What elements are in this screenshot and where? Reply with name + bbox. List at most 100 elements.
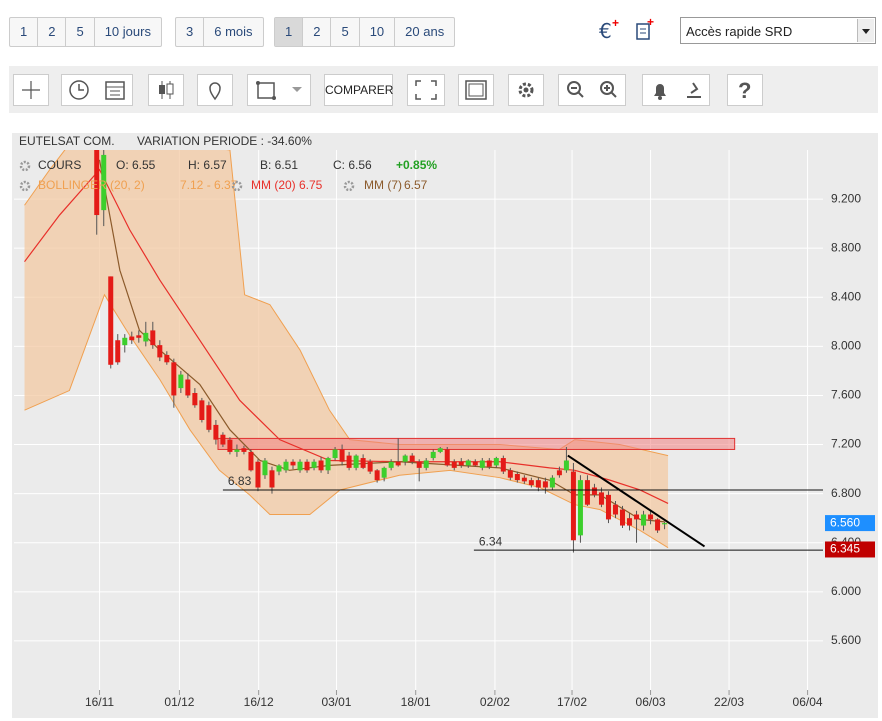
candle-body xyxy=(486,460,492,467)
candle-body xyxy=(206,405,212,430)
period-button[interactable]: 10 jours xyxy=(104,24,151,39)
candle-body xyxy=(143,332,149,342)
candle-body xyxy=(150,330,156,346)
quick-access-select[interactable]: Accès rapide SRD xyxy=(680,17,876,44)
candle-body xyxy=(479,460,485,468)
period-button[interactable]: 5 xyxy=(66,18,95,46)
candle-body xyxy=(115,340,121,363)
crosshair-tool[interactable] xyxy=(13,74,49,106)
candle-body xyxy=(437,448,443,452)
zoom-tools[interactable] xyxy=(558,74,626,106)
candle-type-tool[interactable] xyxy=(148,74,184,106)
marker-tool[interactable] xyxy=(197,74,233,106)
candle-body xyxy=(185,379,191,396)
legend-value: O: 6.55 xyxy=(116,158,156,172)
candle-body xyxy=(662,523,668,525)
legend-value: C: 6.56 xyxy=(333,158,372,172)
y-tick-label: 7.600 xyxy=(831,388,861,402)
euro-icon[interactable]: € + xyxy=(599,18,619,43)
candle-body xyxy=(290,461,296,466)
trendline xyxy=(567,454,706,548)
top-icons: € + + xyxy=(599,18,654,43)
candle-body xyxy=(514,474,520,481)
x-tick-label: 01/12 xyxy=(164,695,194,709)
candle-body xyxy=(388,461,394,468)
candle-body xyxy=(311,461,317,468)
settings-tool[interactable] xyxy=(508,74,544,106)
svg-text:+: + xyxy=(647,18,654,29)
legend-value: H: 6.57 xyxy=(188,158,227,172)
candle-body xyxy=(500,458,506,472)
period-button[interactable]: 1 xyxy=(10,18,39,46)
candle-body xyxy=(339,449,345,462)
candle-body xyxy=(591,487,597,495)
candle-body xyxy=(563,460,569,471)
candle-body xyxy=(276,465,282,472)
candle-body xyxy=(262,460,268,476)
draw-tool[interactable] xyxy=(247,74,311,106)
frame-tool[interactable] xyxy=(458,74,494,106)
legend-name: MM (20) xyxy=(251,178,296,192)
price-tag xyxy=(825,515,875,532)
candle-body xyxy=(549,477,555,488)
report-icon[interactable]: + xyxy=(636,18,654,40)
chart: EUTELSAT COM. VARIATION PERIODE : -34.60… xyxy=(12,133,878,718)
fullscreen-tool[interactable] xyxy=(407,74,445,106)
candle-body xyxy=(171,362,177,396)
candle-body xyxy=(612,504,618,515)
alert-tools[interactable] xyxy=(642,74,710,106)
candle-body xyxy=(220,434,226,445)
resistance-zone xyxy=(217,437,736,450)
period-button[interactable]: 6 mois xyxy=(214,24,253,39)
candle-body xyxy=(416,461,422,468)
candle-body xyxy=(234,449,240,452)
select-arrow[interactable] xyxy=(857,19,874,42)
candle-body xyxy=(409,455,415,462)
candle-body xyxy=(94,150,100,216)
x-tick-label: 02/02 xyxy=(480,695,510,709)
period-tool[interactable] xyxy=(61,74,133,106)
moving-average-line xyxy=(24,168,669,504)
candle-body xyxy=(458,461,464,466)
period-button[interactable]: 2 xyxy=(303,18,332,46)
candle-body xyxy=(641,514,647,526)
period-button[interactable]: 3 xyxy=(176,18,205,46)
candle-body xyxy=(360,458,366,468)
period-button[interactable]: 10 xyxy=(360,18,396,46)
candle-body xyxy=(402,455,408,462)
x-tick-label: 03/01 xyxy=(321,695,351,709)
candle-body xyxy=(367,461,373,472)
y-tick-label: 6.000 xyxy=(831,584,861,598)
compare-button[interactable]: COMPARER xyxy=(324,74,393,106)
select-label: Accès rapide SRD xyxy=(686,24,793,39)
settings-icon xyxy=(19,160,31,172)
candle-body xyxy=(227,439,233,452)
help-tool[interactable]: ? xyxy=(727,74,763,106)
candle-body xyxy=(620,509,626,526)
candle-body xyxy=(157,345,163,358)
period-button[interactable]: 1 xyxy=(275,18,304,46)
candle-body xyxy=(192,393,198,406)
candle-body xyxy=(430,451,436,459)
period-button[interactable]: 5 xyxy=(331,18,360,46)
y-tick-label: 8.400 xyxy=(831,289,861,303)
settings-icon xyxy=(231,180,243,192)
x-tick-label: 17/02 xyxy=(557,695,587,709)
candle-body xyxy=(598,492,604,505)
candle-body xyxy=(304,461,310,471)
legend-value: 6.75 xyxy=(299,178,323,192)
period-button[interactable]: 2 xyxy=(38,18,67,46)
candle-body xyxy=(248,451,254,471)
candle-body xyxy=(472,461,478,466)
period-button[interactable]: 20 ans xyxy=(405,24,445,39)
candle-body xyxy=(199,400,205,420)
y-tick-label: 8.800 xyxy=(831,240,861,254)
period-group: 3 6 mois xyxy=(175,17,264,47)
x-tick-label: 16/12 xyxy=(244,695,274,709)
x-tick-label: 18/01 xyxy=(401,695,431,709)
candle-body xyxy=(521,477,527,482)
candle-body xyxy=(395,461,401,466)
candle-body xyxy=(634,514,640,520)
candle-body xyxy=(332,449,338,459)
legend-value: B: 6.51 xyxy=(260,158,298,172)
